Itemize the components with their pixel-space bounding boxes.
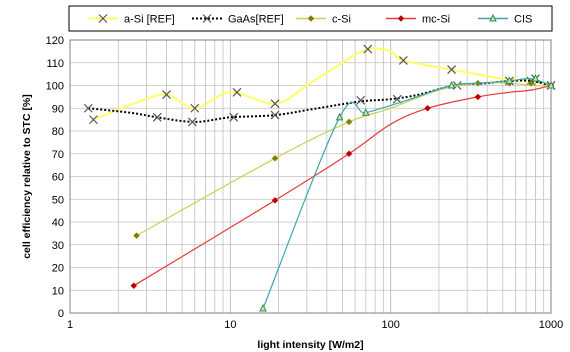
legend-entry: c-Si [296, 14, 351, 26]
data-point [89, 115, 98, 125]
legend-marker [98, 14, 108, 23]
marker-stroke [89, 115, 98, 125]
legend-label: c-Si [332, 14, 351, 26]
data-point [270, 99, 280, 109]
marker-stroke [363, 44, 373, 54]
data-point [190, 103, 200, 113]
series-layer [83, 44, 556, 312]
y-tick-label: 0 [58, 308, 64, 320]
legend-label: CIS [514, 14, 532, 26]
data-point [447, 80, 456, 89]
x-axis-label: light intensity [W/m2] [257, 339, 363, 351]
plot-area [69, 39, 552, 314]
legend-entry: a-Si [REF] [88, 14, 175, 26]
data-point [505, 76, 514, 84]
data-point [547, 80, 555, 89]
series-4 [259, 74, 555, 312]
y-tick-label: 30 [52, 240, 64, 252]
marker-stroke [152, 112, 162, 122]
marker-stroke [270, 110, 280, 120]
marker-stroke [392, 94, 402, 104]
data-point [130, 282, 138, 290]
data-point [259, 303, 267, 312]
data-point [335, 112, 344, 121]
legend-marker [489, 13, 497, 22]
legend-label: GaAs[REF] [228, 14, 284, 26]
data-point [424, 104, 431, 112]
legend-entry: GaAs[REF] [192, 14, 284, 26]
x-tick-label: 100 [381, 319, 399, 331]
data-point [527, 79, 535, 87]
data-point [187, 117, 197, 127]
marker-stroke [190, 103, 200, 113]
data-point [398, 56, 408, 65]
marker-stroke [83, 103, 93, 113]
y-tick-label: 50 [52, 194, 64, 206]
marker-stroke [356, 95, 366, 105]
data-point [232, 87, 242, 97]
marker-stroke [98, 14, 108, 23]
y-tick-label: 40 [52, 217, 64, 229]
marker-stroke [187, 117, 197, 127]
legend: a-Si [REF] GaAs[REF] c-Si mc-Si CIS [68, 5, 553, 32]
data-point [363, 44, 373, 54]
legend-entry: mc-Si [386, 14, 450, 26]
legend-entry: CIS [478, 14, 532, 26]
y-tick-label: 100 [46, 81, 64, 93]
y-tick-label: 70 [52, 149, 64, 161]
x-tick-label: 1 [67, 319, 73, 331]
data-point [229, 112, 239, 122]
y-axis-label: cell efficiency relative to STC [%] [21, 94, 33, 259]
data-point [83, 103, 93, 113]
y-tick-label: 60 [52, 172, 64, 184]
data-point [133, 232, 140, 240]
legend-label: a-Si [REF] [124, 14, 175, 26]
marker-stroke [232, 87, 242, 97]
x-tick-label: 1000 [539, 319, 563, 331]
y-tick-label: 80 [52, 126, 64, 138]
data-point [345, 150, 353, 158]
marker-stroke [398, 56, 408, 65]
legend-marker [397, 15, 405, 22]
y-tick-label: 110 [46, 58, 64, 70]
x-tick-label: 10 [224, 319, 236, 331]
legend-box [68, 5, 553, 32]
legend-marker [307, 15, 315, 22]
legend-label: mc-Si [422, 14, 450, 26]
data-point [356, 95, 366, 105]
data-point [152, 112, 162, 122]
series-line [93, 47, 552, 121]
data-point [474, 93, 482, 101]
y-tick-label: 90 [52, 103, 64, 115]
data-point [392, 94, 402, 104]
y-tick-label: 10 [52, 285, 64, 297]
y-tick-label: 120 [46, 35, 64, 47]
data-point [271, 154, 279, 162]
legend-marker [202, 14, 212, 23]
marker-stroke [162, 90, 171, 100]
marker-stroke [270, 99, 280, 109]
data-point [447, 65, 457, 74]
marker-stroke [202, 14, 212, 23]
data-point [345, 118, 353, 126]
y-tick-label: 20 [52, 263, 64, 275]
marker-stroke [447, 65, 457, 74]
data-point [362, 108, 370, 116]
series-line [262, 77, 552, 309]
data-point [270, 110, 280, 120]
data-point [162, 90, 171, 100]
data-point [271, 197, 279, 204]
data-point [531, 74, 540, 82]
marker-stroke [229, 112, 239, 122]
